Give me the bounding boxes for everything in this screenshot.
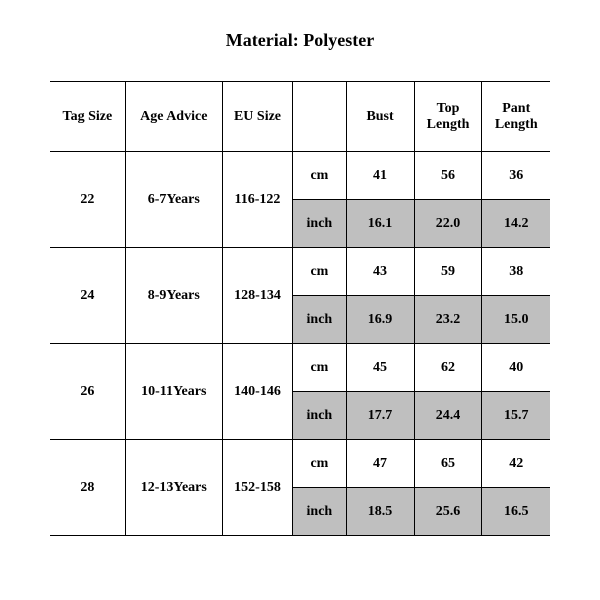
table-row: 26 10-11Years 140-146 cm 45 62 40 xyxy=(50,344,550,392)
col-header-top-length: Top Length xyxy=(414,82,482,152)
col-header-pant-length: Pant Length xyxy=(482,82,550,152)
cell-top-cm: 59 xyxy=(414,248,482,296)
cell-top-inch: 22.0 xyxy=(414,200,482,248)
cell-top-inch: 25.6 xyxy=(414,488,482,536)
cell-tag-size: 24 xyxy=(50,248,125,344)
table-row: 24 8-9Years 128-134 cm 43 59 38 xyxy=(50,248,550,296)
col-header-age-advice: Age Advice xyxy=(125,82,222,152)
cell-unit-cm: cm xyxy=(293,344,346,392)
page-title: Material: Polyester xyxy=(0,0,600,71)
size-chart-table: Tag Size Age Advice EU Size Bust Top Len… xyxy=(50,81,550,536)
cell-age-advice: 6-7Years xyxy=(125,152,222,248)
cell-age-advice: 10-11Years xyxy=(125,344,222,440)
cell-top-inch: 24.4 xyxy=(414,392,482,440)
cell-top-inch: 23.2 xyxy=(414,296,482,344)
cell-eu-size: 152-158 xyxy=(222,440,292,536)
cell-pant-cm: 40 xyxy=(482,344,550,392)
cell-pant-inch: 14.2 xyxy=(482,200,550,248)
cell-pant-cm: 42 xyxy=(482,440,550,488)
cell-age-advice: 12-13Years xyxy=(125,440,222,536)
table-header-row: Tag Size Age Advice EU Size Bust Top Len… xyxy=(50,82,550,152)
cell-bust-cm: 47 xyxy=(346,440,414,488)
cell-tag-size: 22 xyxy=(50,152,125,248)
cell-pant-cm: 36 xyxy=(482,152,550,200)
col-header-eu-size: EU Size xyxy=(222,82,292,152)
cell-pant-cm: 38 xyxy=(482,248,550,296)
cell-bust-inch: 18.5 xyxy=(346,488,414,536)
cell-bust-inch: 16.9 xyxy=(346,296,414,344)
cell-unit-cm: cm xyxy=(293,152,346,200)
col-header-unit xyxy=(293,82,346,152)
col-header-tag-size: Tag Size xyxy=(50,82,125,152)
cell-unit-cm: cm xyxy=(293,440,346,488)
cell-unit-inch: inch xyxy=(293,296,346,344)
cell-bust-inch: 17.7 xyxy=(346,392,414,440)
cell-top-cm: 62 xyxy=(414,344,482,392)
cell-age-advice: 8-9Years xyxy=(125,248,222,344)
col-header-bust: Bust xyxy=(346,82,414,152)
table-row: 28 12-13Years 152-158 cm 47 65 42 xyxy=(50,440,550,488)
cell-pant-inch: 15.0 xyxy=(482,296,550,344)
cell-top-cm: 56 xyxy=(414,152,482,200)
cell-pant-inch: 16.5 xyxy=(482,488,550,536)
cell-eu-size: 128-134 xyxy=(222,248,292,344)
cell-bust-cm: 41 xyxy=(346,152,414,200)
cell-bust-inch: 16.1 xyxy=(346,200,414,248)
cell-unit-inch: inch xyxy=(293,392,346,440)
cell-tag-size: 26 xyxy=(50,344,125,440)
cell-unit-cm: cm xyxy=(293,248,346,296)
cell-eu-size: 140-146 xyxy=(222,344,292,440)
cell-tag-size: 28 xyxy=(50,440,125,536)
cell-eu-size: 116-122 xyxy=(222,152,292,248)
cell-bust-cm: 45 xyxy=(346,344,414,392)
cell-unit-inch: inch xyxy=(293,488,346,536)
cell-bust-cm: 43 xyxy=(346,248,414,296)
table-row: 22 6-7Years 116-122 cm 41 56 36 xyxy=(50,152,550,200)
cell-pant-inch: 15.7 xyxy=(482,392,550,440)
cell-top-cm: 65 xyxy=(414,440,482,488)
cell-unit-inch: inch xyxy=(293,200,346,248)
